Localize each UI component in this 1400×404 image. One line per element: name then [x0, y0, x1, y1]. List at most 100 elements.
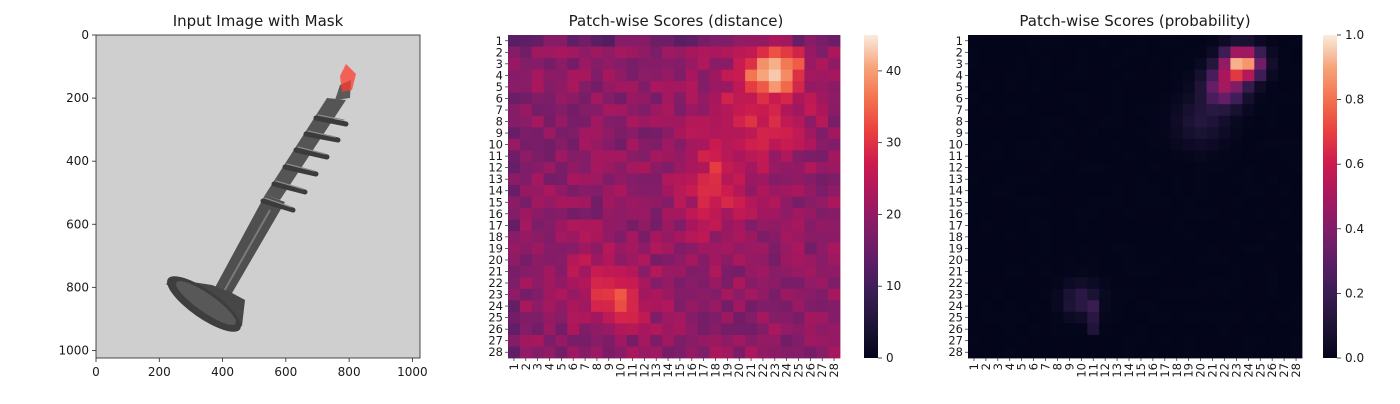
- heatmap-cell: [1051, 254, 1064, 267]
- heatmap-cell: [804, 184, 817, 197]
- heatmap-cell: [1290, 81, 1303, 94]
- heatmap-cell: [1075, 127, 1088, 140]
- heatmap-cell: [626, 334, 639, 347]
- heatmap-cell: [614, 231, 627, 244]
- heatmap-cell: [614, 115, 627, 128]
- heatmap-cell: [1146, 323, 1160, 336]
- heatmap-cell: [792, 173, 805, 186]
- heatmap-cell: [674, 242, 687, 255]
- heatmap-cell: [579, 184, 592, 197]
- heatmap-cell: [1146, 58, 1160, 71]
- heatmap-cell: [685, 231, 699, 244]
- heatmap-cell: [1242, 35, 1255, 47]
- heatmap-cell: [662, 208, 675, 220]
- heatmap-cell: [1051, 242, 1064, 255]
- heatmap-cell: [745, 92, 758, 105]
- heatmap-cell: [1182, 265, 1196, 278]
- heatmap-cell: [1206, 265, 1219, 278]
- heatmap-cell: [1266, 184, 1279, 197]
- heatmap-cell: [1111, 300, 1124, 313]
- heatmap-cell: [1075, 81, 1088, 94]
- heatmap-cell: [650, 334, 663, 347]
- heatmap-cell: [709, 334, 722, 347]
- heatmap-cell: [991, 265, 1005, 278]
- heatmap-cell: [508, 173, 521, 186]
- heatmap-cell: [1182, 254, 1196, 267]
- heatmap-cell: [1290, 150, 1303, 163]
- heatmap-xtick-label: 2: [519, 363, 533, 370]
- heatmap-cell: [1003, 161, 1017, 174]
- heatmap-cell: [979, 58, 993, 71]
- heatmap-cell: [1218, 184, 1231, 197]
- heatmap-cell: [733, 115, 746, 128]
- heatmap-ytick-label: 2: [956, 45, 963, 59]
- colorbar-tick-label: 30: [886, 136, 901, 150]
- heatmap-cell: [1242, 288, 1255, 301]
- heatmap-cell: [1039, 127, 1052, 140]
- heatmap-cell: [591, 58, 604, 71]
- heatmap-cell: [555, 311, 568, 324]
- heatmap-cell: [591, 265, 604, 278]
- heatmap-cell: [626, 161, 639, 174]
- heatmap-cell: [579, 81, 592, 94]
- heatmap-cell: [1051, 104, 1064, 117]
- heatmap-cell: [614, 208, 627, 220]
- heatmap-cell: [828, 173, 841, 186]
- heatmap-cell: [1135, 231, 1148, 244]
- heatmap-cell: [638, 184, 651, 197]
- heatmap-cell: [1278, 104, 1291, 117]
- heatmap-cell: [1146, 208, 1160, 220]
- heatmap-xtick-label: 15: [673, 363, 687, 378]
- heatmap-cell: [1027, 35, 1040, 47]
- heatmap-cell: [757, 300, 770, 313]
- heatmap-ytick-label: 10: [488, 138, 503, 152]
- heatmap-cell: [780, 127, 793, 140]
- heatmap-cell: [1230, 46, 1243, 59]
- heatmap-xtick-label: 27: [1277, 363, 1291, 378]
- heatmap-cell: [792, 184, 805, 197]
- heatmap-cell: [979, 288, 993, 301]
- heatmap-cell: [650, 58, 663, 71]
- heatmap-cell: [697, 242, 710, 255]
- heatmap-cell: [602, 288, 616, 301]
- heatmap-ytick-label: 25: [948, 311, 963, 325]
- heatmap-cell: [991, 104, 1005, 117]
- heatmap-cell: [1242, 323, 1255, 336]
- heatmap-cell: [979, 138, 993, 151]
- heatmap-cell: [1123, 265, 1136, 278]
- heatmap-cell: [1170, 323, 1184, 336]
- heatmap-cell: [685, 127, 699, 140]
- heatmap-cell: [650, 288, 663, 301]
- heatmap-cell: [1266, 69, 1279, 82]
- heatmap-cell: [519, 346, 533, 359]
- heatmap-cell: [721, 58, 734, 71]
- heatmap-cell: [1242, 334, 1255, 347]
- heatmap-cell: [1230, 138, 1243, 151]
- heatmap-cell: [1063, 92, 1076, 105]
- heatmap-cell: [1123, 242, 1136, 255]
- heatmap-cell: [567, 81, 580, 94]
- heatmap-ytick-label: 19: [948, 241, 963, 255]
- heatmap-cell: [1206, 150, 1219, 163]
- heatmap-ytick-label: 6: [956, 91, 963, 105]
- heatmap-cell: [1111, 58, 1124, 71]
- heatmap-cell: [1051, 277, 1064, 290]
- heatmap-cell: [602, 196, 616, 209]
- heatmap-ytick-label: 7: [956, 103, 963, 117]
- heatmap-cell: [519, 138, 533, 151]
- heatmap-cell: [531, 104, 544, 117]
- heatmap-cell: [757, 35, 770, 47]
- heatmap-cell: [1242, 161, 1255, 174]
- heatmap-cell: [1099, 208, 1112, 220]
- heatmap-cell: [991, 323, 1005, 336]
- heatmap-cell: [662, 161, 675, 174]
- heatmap-cell: [508, 265, 521, 278]
- heatmap-cell: [804, 334, 817, 347]
- heatmap-cell: [543, 127, 556, 140]
- heatmap-cell: [531, 254, 544, 267]
- heatmap-cell: [1218, 104, 1231, 117]
- heatmap-cell: [721, 92, 734, 105]
- heatmap-cell: [1242, 346, 1255, 359]
- heatmap-cell: [591, 254, 604, 267]
- heatmap-cell: [531, 288, 544, 301]
